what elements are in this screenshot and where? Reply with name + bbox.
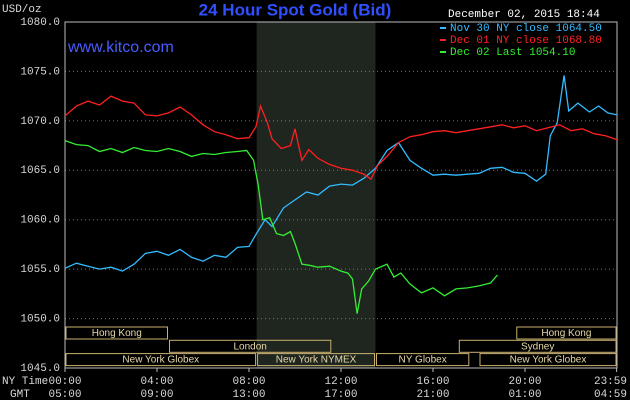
x-tick-label: 17:00 <box>324 389 357 400</box>
session-label: New York Globex <box>122 355 199 366</box>
session-bar <box>169 339 332 353</box>
y-tick-label: 1070.0 <box>20 116 60 128</box>
session-label: New York Globex <box>510 355 587 366</box>
x-tick-label: 23:59 <box>594 376 627 388</box>
x-tick-label: 01:00 <box>508 389 541 400</box>
x-axis-label: NY Time <box>2 376 48 388</box>
x-tick-label: 04:00 <box>140 376 173 388</box>
session-bar <box>65 326 168 340</box>
price-line <box>64 75 618 272</box>
session-bar <box>479 353 617 367</box>
y-tick-label: 1055.0 <box>20 264 60 276</box>
price-line <box>64 95 618 181</box>
y-tick-label: 1075.0 <box>20 66 60 78</box>
website: www.kitco.com <box>67 39 174 56</box>
x-tick-label: 00:00 <box>48 376 81 388</box>
x-tick-label: 09:00 <box>140 389 173 400</box>
session-label: Hong Kong <box>541 328 591 339</box>
x2-axis-label: GMT <box>10 389 30 400</box>
legend-entry: Nov 30 NY close 1064.50 <box>450 23 602 35</box>
x-tick-label: 20:00 <box>508 376 541 388</box>
session-label: London <box>233 341 266 352</box>
legend-entry: Dec 01 NY close 1068.80 <box>450 35 602 47</box>
y-tick-label: 1045.0 <box>20 363 60 375</box>
x-tick-label: 08:00 <box>232 376 265 388</box>
x-tick-label: 13:00 <box>232 389 265 400</box>
price-line <box>64 139 498 314</box>
y-tick-label: 1080.0 <box>20 17 60 29</box>
session-bar <box>376 353 470 367</box>
x-tick-label: 21:00 <box>416 389 449 400</box>
y-tick-label: 1060.0 <box>20 215 60 227</box>
x-tick-label: 12:00 <box>324 376 357 388</box>
chart-title: 24 Hour Spot Gold (Bid) <box>199 0 392 19</box>
legend-entry: Dec 02 Last 1054.10 <box>450 47 575 59</box>
session-label: Hong Kong <box>92 328 142 339</box>
session-bar <box>516 326 617 340</box>
session-bar <box>257 353 375 367</box>
x-tick-label: 05:00 <box>48 389 81 400</box>
x-tick-label: 16:00 <box>416 376 449 388</box>
session-label: Sydney <box>521 341 554 352</box>
session-label: NY Globex <box>399 355 447 366</box>
session-label: New York NYMEX <box>276 355 357 366</box>
y-axis-label: USD/oz <box>2 4 42 16</box>
y-tick-label: 1065.0 <box>20 165 60 177</box>
y-tick-label: 1050.0 <box>20 313 60 325</box>
x-tick-label: 04:59 <box>594 389 627 400</box>
timestamp: December 02, 2015 18:44 <box>448 9 600 21</box>
session-bar <box>65 353 257 367</box>
session-bar <box>458 339 617 353</box>
